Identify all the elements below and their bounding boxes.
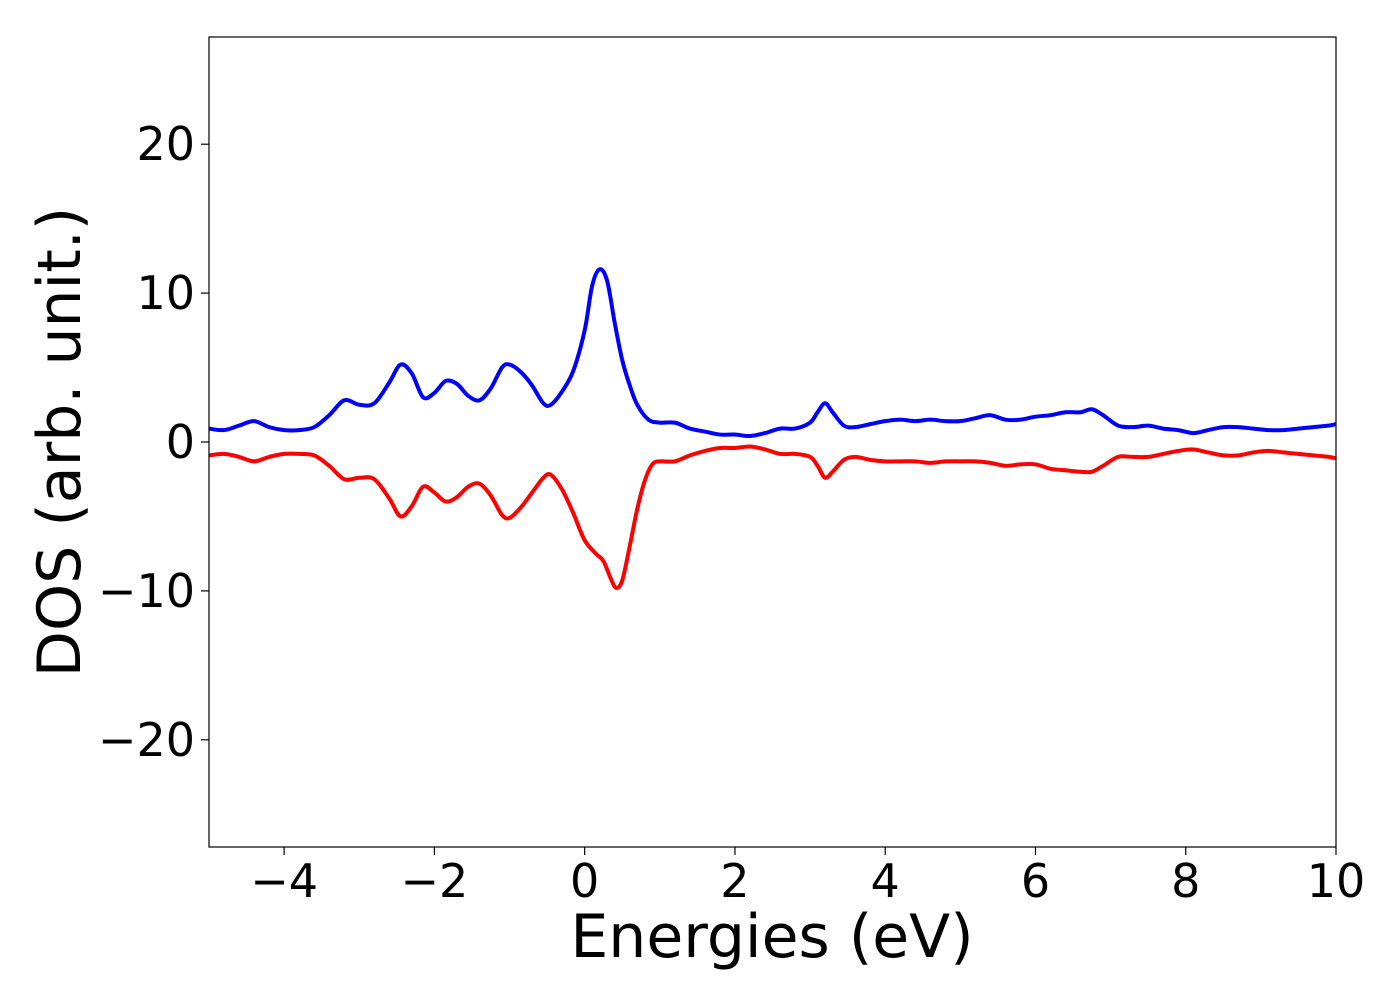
x-tick-label: 8 [1171, 854, 1200, 908]
x-tick-label: 4 [871, 854, 900, 908]
x-axis-label: Energies (eV) [570, 902, 973, 972]
x-tick-label: 2 [720, 854, 749, 908]
x-axis-ticks: −4 −2 0 2 4 6 8 10 [250, 847, 1365, 908]
y-tick-label: 10 [136, 266, 195, 320]
series-line-lower [209, 444, 1336, 590]
x-tick-label: 6 [1021, 854, 1050, 908]
x-tick-label: −4 [250, 854, 318, 908]
y-tick-label: 0 [166, 415, 195, 469]
x-tick-label: 0 [570, 854, 599, 908]
y-tick-label: −10 [98, 564, 195, 618]
x-tick-label: −2 [400, 854, 468, 908]
series-line-upper [209, 267, 1336, 439]
y-axis-label: DOS (arb. unit.) [25, 207, 95, 677]
plot-frame [208, 36, 1337, 848]
series-layer [209, 267, 1336, 590]
x-tick-label: 10 [1307, 854, 1366, 908]
y-tick-label: 20 [136, 117, 195, 171]
y-tick-label: −20 [98, 713, 195, 767]
y-axis-ticks: −20 −10 0 10 20 [98, 117, 209, 767]
